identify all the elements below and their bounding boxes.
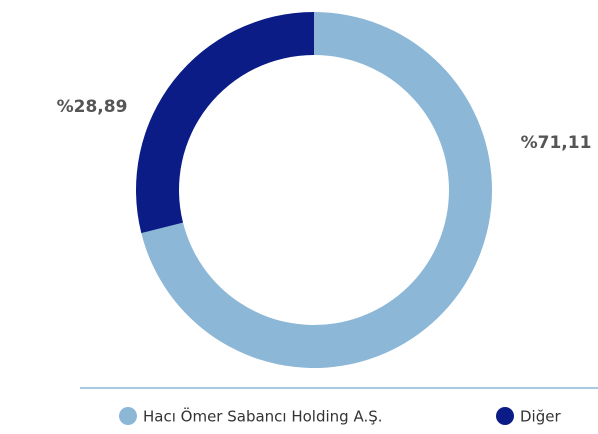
donut-segment: [136, 12, 314, 234]
legend-swatch: [496, 407, 514, 425]
legend-swatch: [119, 407, 137, 425]
legend-label: Hacı Ömer Sabancı Holding A.Ş.: [143, 407, 383, 426]
legend-label: Diğer: [520, 408, 561, 426]
value-label: %28,89: [57, 97, 128, 117]
value-label: %71,11: [521, 133, 592, 153]
